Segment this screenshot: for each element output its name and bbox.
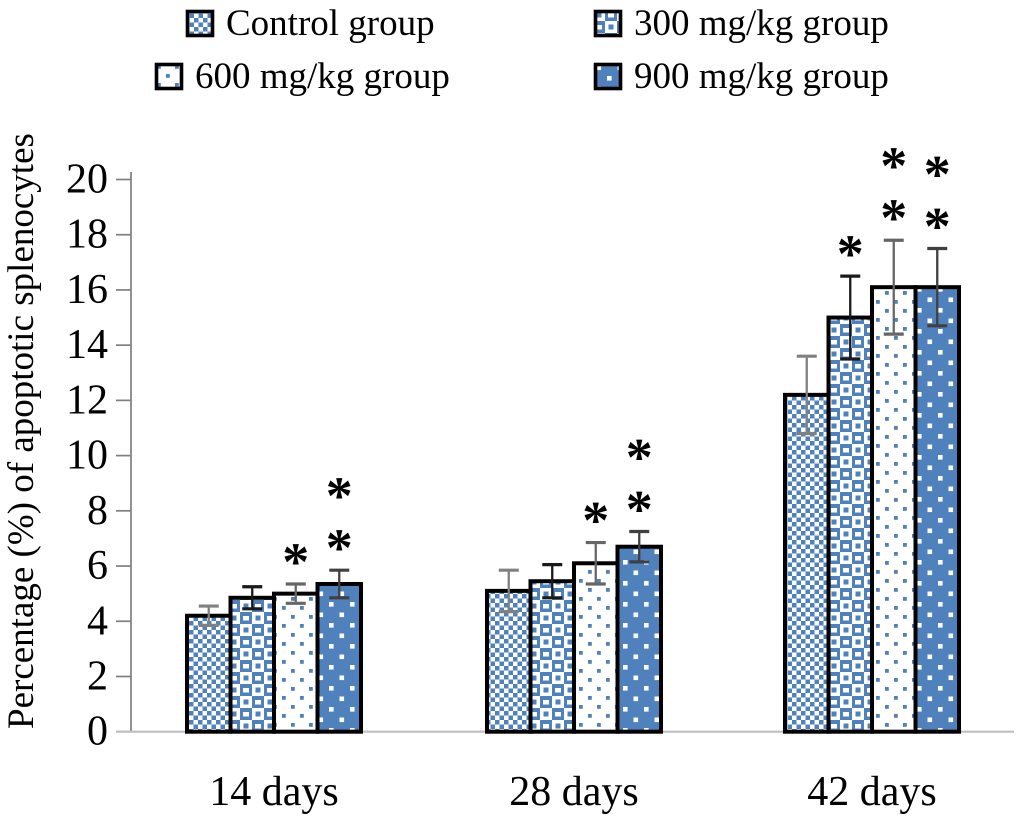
legend-swatch-blue-dots-icon: [593, 62, 623, 91]
legend: Control group 300 mg/kg group 600 mg/kg …: [0, 0, 1024, 100]
bar-series1-group0: [228, 595, 276, 734]
y-tick-label: 6: [87, 543, 108, 589]
y-tick-label: 4: [87, 598, 108, 644]
bar-series3-group2: [913, 285, 961, 734]
legend-swatch-small-checker-icon: [185, 9, 215, 38]
x-tick-label: 14 days: [209, 769, 339, 815]
significance-marker: *: [626, 428, 653, 488]
significance-marker: *: [880, 188, 907, 248]
significance-marker: *: [880, 136, 907, 196]
legend-item-300mgkg: 300 mg/kg group: [593, 5, 889, 42]
bar-series2-group2: [870, 285, 918, 734]
legend-swatch-white-dots-icon: [154, 62, 184, 91]
significance-marker: *: [326, 518, 353, 578]
y-tick-label: 16: [66, 267, 108, 313]
bar-series3-group0: [315, 581, 363, 734]
bar-series0-group1: [485, 588, 533, 734]
legend-label-control: Control group: [226, 3, 435, 44]
y-tick-label: 12: [66, 377, 108, 423]
legend-label-600mgkg: 600 mg/kg group: [195, 56, 450, 97]
significance-marker: *: [326, 466, 353, 526]
y-tick-label: 2: [87, 653, 108, 699]
legend-item-control: Control group: [185, 5, 435, 42]
significance-marker: *: [582, 491, 609, 551]
x-tick-label: 28 days: [509, 769, 639, 815]
bar-series2-group0: [272, 591, 320, 734]
bar-series0-group0: [185, 613, 233, 734]
significance-marker: *: [626, 480, 653, 540]
legend-label-900mgkg: 900 mg/kg group: [634, 56, 889, 97]
x-tick-label: 42 days: [807, 769, 937, 815]
bar-series1-group2: [826, 315, 874, 734]
significance-marker: *: [924, 197, 951, 257]
legend-item-900mgkg: 900 mg/kg group: [593, 58, 889, 95]
significance-marker: *: [282, 532, 309, 592]
legend-item-600mgkg: 600 mg/kg group: [154, 58, 450, 95]
bar-series0-group2: [783, 392, 831, 734]
y-tick-label: 0: [87, 709, 108, 755]
bar-series2-group1: [572, 561, 620, 734]
y-tick-label: 8: [87, 488, 108, 534]
y-tick-label: 20: [66, 157, 108, 203]
legend-label-300mgkg: 300 mg/kg group: [634, 3, 889, 44]
y-tick-label: 18: [66, 212, 108, 258]
significance-marker: *: [924, 145, 951, 205]
legend-swatch-large-checker-icon: [593, 9, 623, 38]
bar-series1-group1: [528, 579, 576, 734]
significance-marker: *: [837, 224, 864, 284]
y-tick-label: 10: [66, 433, 108, 479]
bar-series3-group1: [615, 544, 663, 734]
y-tick-label: 14: [66, 322, 108, 368]
